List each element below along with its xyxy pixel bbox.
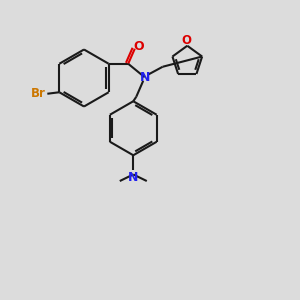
Text: N: N — [140, 71, 150, 84]
Text: Br: Br — [31, 87, 46, 100]
Text: O: O — [182, 34, 192, 47]
Text: O: O — [133, 40, 144, 53]
Text: N: N — [128, 172, 139, 184]
